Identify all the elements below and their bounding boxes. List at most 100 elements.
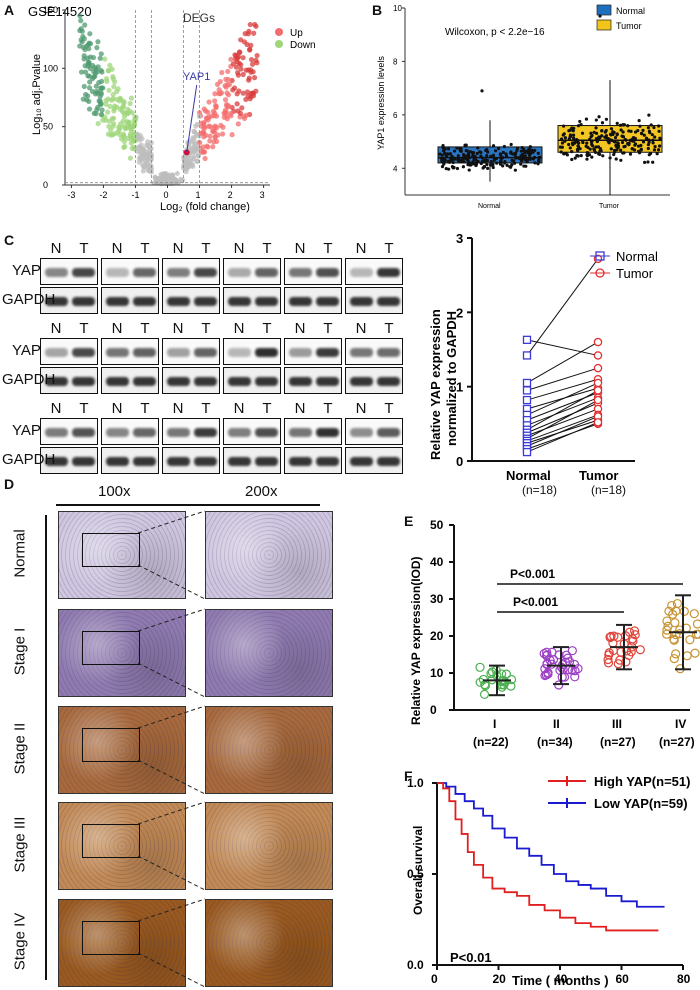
boxplot-point xyxy=(515,146,520,150)
gapdh-blot xyxy=(101,447,159,474)
zoom-connector xyxy=(137,564,206,600)
boxplot-point xyxy=(598,147,602,151)
stage-point xyxy=(479,689,490,699)
boxplot-point xyxy=(642,133,646,137)
volcano-point xyxy=(120,109,126,115)
volcano-point xyxy=(92,73,98,80)
blot-band xyxy=(133,457,156,466)
col-header-rule xyxy=(56,504,320,506)
boxplot-y-tick-label: 8 xyxy=(393,57,398,66)
blot-band xyxy=(228,268,251,277)
blot-band xyxy=(316,268,339,277)
volcano-point xyxy=(81,83,87,90)
paired-y-tick-label: 1 xyxy=(456,380,463,395)
volcano-point xyxy=(79,28,85,34)
stage-point xyxy=(669,635,679,645)
legend-tumor-swatch xyxy=(596,19,612,31)
ihc-image-200x xyxy=(205,706,333,794)
blot-band xyxy=(45,428,68,437)
boxplot-point xyxy=(537,155,542,159)
boxplot-point xyxy=(651,141,655,145)
boxplot-point xyxy=(647,138,651,142)
volcano-point xyxy=(99,69,105,75)
boxplot-point xyxy=(627,129,631,133)
volcano-point xyxy=(240,55,246,61)
boxplot-point xyxy=(637,119,641,123)
volcano-x-tick-label: 3 xyxy=(260,190,265,200)
stage-point xyxy=(685,635,695,645)
volcano-point xyxy=(225,92,232,98)
row-label-gapdh: GAPDH xyxy=(2,291,56,308)
paired-line xyxy=(526,421,599,453)
stage-point xyxy=(669,653,679,664)
row-label-yap: YAP xyxy=(12,422,41,439)
stage-n-label: (n=27) xyxy=(600,735,636,749)
boxplot-point xyxy=(474,162,479,166)
boxplot-point xyxy=(495,161,499,165)
volcano-legend-up: Up xyxy=(290,28,303,39)
volcano-point xyxy=(81,36,87,42)
boxplot-point xyxy=(509,142,513,147)
boxplot-chart: 4 6 8 10 Wilcoxon, p < 2.2e−16 Normal Tumor… xyxy=(376,4,670,210)
volcano-point xyxy=(78,18,84,24)
yap1-gene-label: YAP1 xyxy=(183,71,210,83)
yap-blot xyxy=(223,338,281,365)
lane-label: T xyxy=(140,320,150,337)
boxplot-point xyxy=(562,124,566,128)
zoom-region-box xyxy=(82,631,140,665)
row-label-yap: YAP xyxy=(12,342,41,359)
volcano-point xyxy=(174,171,180,176)
boxplot-point xyxy=(619,148,623,152)
survival-chart: 0.0 0.5 1.0 0 20 40 60 80 Overall survival Time… xyxy=(407,774,691,988)
blot-band xyxy=(194,377,217,386)
boxplot-point xyxy=(576,154,580,158)
blot-band xyxy=(106,457,129,466)
lane-label: T xyxy=(79,400,89,417)
boxplot-point xyxy=(640,131,644,136)
volcano-point xyxy=(238,62,244,68)
volcano-point xyxy=(103,76,110,82)
stage-point xyxy=(603,658,614,668)
boxplot-point xyxy=(657,129,661,133)
stage-rule xyxy=(45,515,47,980)
volcano-point xyxy=(238,66,244,72)
boxplot-point xyxy=(594,126,598,130)
blot-band xyxy=(255,457,278,466)
boxplot-point xyxy=(647,153,651,157)
normal-point xyxy=(522,447,532,457)
yap-blot xyxy=(101,418,159,445)
lane-label: T xyxy=(140,400,150,417)
boxplot-point xyxy=(451,156,455,160)
lane-label: N xyxy=(355,320,367,337)
stage-point xyxy=(671,649,681,659)
boxplot-point xyxy=(568,133,573,137)
boxplot-point xyxy=(626,124,630,128)
stage-point xyxy=(609,631,619,641)
boxplot-point xyxy=(443,158,447,163)
stage-scatter-ylabel: Relative YAP expression(IOD) xyxy=(409,556,423,725)
lane-label: N xyxy=(294,240,306,257)
boxplot-point xyxy=(623,137,627,142)
volcano-point xyxy=(146,168,152,174)
volcano-point xyxy=(121,138,128,145)
blot-band xyxy=(289,377,312,386)
boxplot-point xyxy=(479,154,483,158)
blot-band xyxy=(167,297,190,306)
volcano-x-tick-label: 0 xyxy=(164,190,169,200)
boxplot-point xyxy=(576,124,581,128)
lane-label: N xyxy=(111,400,123,417)
ihc-image-200x xyxy=(205,802,333,890)
volcano-y-tick-label: 0 xyxy=(43,180,48,190)
survival-y-tick-label: 0.0 xyxy=(407,958,424,972)
volcano-point xyxy=(236,49,243,55)
stage-point xyxy=(682,651,692,661)
boxplot-point xyxy=(530,148,534,152)
blot-band xyxy=(350,268,373,277)
boxplot-point xyxy=(571,133,576,137)
volcano-point xyxy=(251,30,257,36)
blot-band xyxy=(72,348,95,357)
volcano-point xyxy=(229,77,235,84)
gapdh-blot xyxy=(284,447,342,474)
boxplot-stat: Wilcoxon, p < 2.2e−16 xyxy=(445,27,545,38)
stage-scatter-y-tick-label: 20 xyxy=(430,629,444,643)
